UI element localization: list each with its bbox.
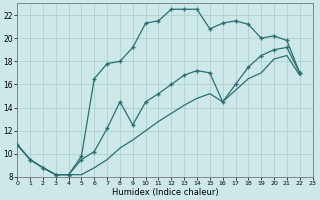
X-axis label: Humidex (Indice chaleur): Humidex (Indice chaleur) bbox=[112, 188, 218, 197]
